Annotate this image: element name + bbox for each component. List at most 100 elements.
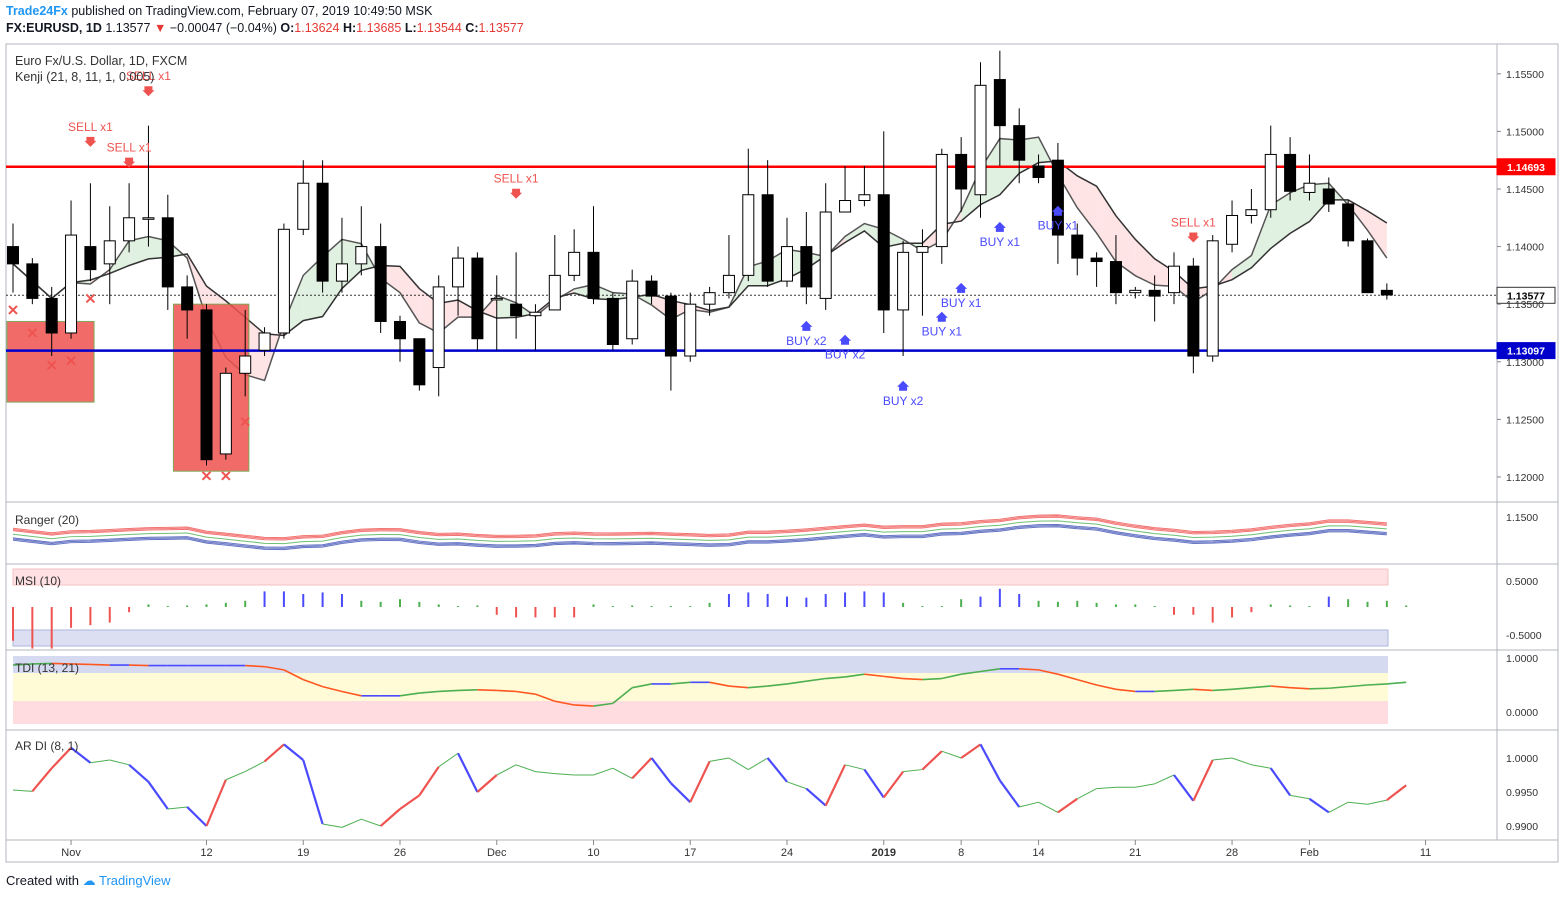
ardi-segment	[728, 757, 749, 770]
ardi-segment	[1192, 759, 1214, 802]
ranger-line	[12, 515, 1387, 540]
signal-boxes	[6, 303, 250, 472]
tdi-segment	[1057, 673, 1078, 681]
buy-signal-label: BUY x2	[883, 394, 924, 408]
ardi-segment	[361, 818, 381, 827]
x-marker-icon	[201, 471, 212, 481]
msi-upper-band	[12, 568, 1389, 586]
candle-up	[219, 372, 232, 455]
cloud-segment	[400, 266, 420, 323]
candle-up	[1168, 265, 1180, 294]
tdi-segment	[535, 693, 556, 702]
tdi-segment	[477, 689, 497, 692]
candle-down	[606, 297, 619, 345]
tdi-segment	[51, 662, 72, 665]
tdi-segment	[1251, 685, 1271, 689]
high-label: H:	[342, 21, 357, 35]
candle-up	[1245, 209, 1258, 216]
sell-arrow-icon	[1187, 232, 1200, 243]
ardi-segment	[631, 757, 653, 780]
created-with-text: Created with	[6, 873, 79, 888]
low-value: 1.13544	[416, 21, 462, 35]
candle-up	[897, 251, 910, 311]
sell-signal-label: SELL x1	[494, 172, 539, 186]
price-tick-label: 1.13500	[1506, 299, 1544, 311]
candle-up	[432, 286, 445, 369]
candle-down	[1090, 257, 1103, 263]
down-arrow-icon: ▼	[154, 21, 167, 35]
tdi-segment	[574, 704, 594, 707]
candles	[7, 50, 1393, 466]
candle-up	[335, 263, 348, 282]
candle-up	[1206, 240, 1219, 357]
tdi-segment	[1173, 688, 1194, 692]
candle-down	[1051, 159, 1064, 236]
msi-label: MSI (10)	[15, 574, 61, 588]
tradingview-link[interactable]: TradingView	[99, 873, 171, 888]
cloud-segment	[1135, 239, 1155, 286]
open-label: O:	[280, 21, 295, 35]
time-tick-label: 8	[958, 847, 964, 859]
ardi-segment	[1231, 757, 1252, 766]
candle-up	[722, 274, 735, 294]
ardi-segment	[186, 806, 208, 827]
cloud-segment	[1096, 186, 1116, 262]
candle-down	[161, 217, 174, 288]
panel-frames	[5, 43, 1559, 863]
ardi-segment	[748, 757, 768, 770]
buy-signal-label: BUY x2	[786, 334, 827, 348]
tdi-middle-zone	[13, 673, 1388, 701]
tdi-segment	[496, 689, 517, 693]
tdi-segment	[670, 681, 691, 685]
candle-up	[65, 234, 78, 334]
publisher-name[interactable]: Trade24Fx	[6, 4, 68, 18]
candle-up	[742, 194, 755, 276]
ardi-segment	[1096, 786, 1116, 790]
ardi-tick-label: 0.9900	[1506, 821, 1538, 833]
sell-signal-label: SELL x1	[126, 69, 171, 83]
candle-up	[452, 257, 465, 288]
candle-down	[316, 182, 329, 282]
resistance-price-tag	[1496, 158, 1556, 176]
ardi-tick-label: 1.0000	[1506, 753, 1538, 765]
buy-arrow-icon	[839, 334, 852, 345]
tdi-lower-zone	[13, 701, 1388, 724]
ardi-segment	[50, 747, 72, 769]
tdi-segment	[903, 677, 923, 681]
buy-signal-label: BUY x1	[1038, 219, 1079, 233]
header-row-quote: FX:EURUSD, 1D 1.13577 ▼ −0.00047 (−0.04%…	[6, 20, 524, 37]
signal-box	[6, 320, 95, 403]
buy-arrow-icon	[935, 311, 948, 322]
ardi-segment	[109, 759, 130, 766]
ranger-line	[12, 523, 1387, 548]
ranger-line	[12, 516, 1387, 541]
close-value: 1.13577	[478, 21, 524, 35]
tdi-segment	[71, 663, 91, 666]
time-tick-label: 10	[587, 847, 599, 859]
tdi-segment	[728, 685, 749, 689]
chart-header: Trade24Fx published on TradingView.com, …	[6, 3, 524, 37]
tdi-segment	[341, 690, 362, 697]
candle-down	[800, 246, 813, 288]
ardi-segment	[341, 818, 362, 828]
time-tick-label: 21	[1129, 847, 1141, 859]
time-tick-label: 28	[1226, 847, 1238, 859]
tdi-segment	[419, 690, 439, 694]
ardi-segment	[1328, 801, 1349, 813]
x-marker-icon	[27, 328, 38, 338]
chart-title: Euro Fx/U.S. Dollar, 1D, FXCM	[15, 54, 187, 68]
candle-down	[1342, 203, 1355, 242]
ardi-segment	[263, 743, 285, 763]
ardi-segment	[1251, 764, 1271, 769]
time-tick-label: Nov	[61, 847, 81, 859]
candle-up	[819, 211, 832, 299]
last-price: 1.13577	[105, 21, 151, 35]
candle-up	[123, 217, 136, 242]
x-marker-icon	[240, 416, 250, 427]
candle-down	[1013, 125, 1026, 161]
tdi-segment	[438, 689, 459, 693]
ardi-segment	[903, 769, 923, 773]
candle-down	[181, 286, 194, 311]
close-label: C:	[465, 21, 479, 35]
